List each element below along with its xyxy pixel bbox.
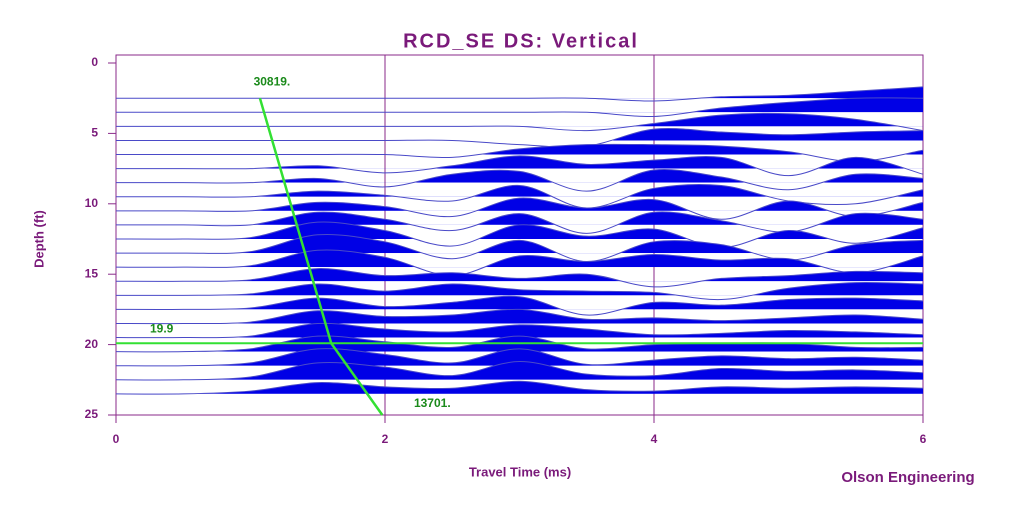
wiggle-trace [115,282,924,301]
wiggle-fill [250,184,923,197]
wiggle-trace [115,295,924,316]
wiggle-fill [116,348,923,366]
velocity-label: 30819. [254,74,291,88]
wiggle-trace [116,169,924,192]
wiggle-trace [115,97,924,118]
wiggle-trace [116,127,924,148]
wiggle-trace [115,197,924,220]
wiggle-fill [116,128,923,141]
wiggle-trace [115,360,924,381]
picked-depth-label: 19.9 [150,321,174,335]
y-tick-label: 10 [85,196,99,210]
wiggle-fill [116,309,923,324]
velocity-line [258,97,384,416]
wiggle-fill [183,323,923,338]
y-axis-title: Depth (ft) [31,210,46,268]
x-tick-label: 6 [920,432,927,446]
y-tick-label: 20 [85,337,99,351]
wiggle-fill [116,234,923,254]
wiggle-fill [116,282,923,296]
wiggle-fill [183,268,923,282]
wiggle-fill [116,113,923,127]
wiggle-trace [115,143,924,163]
y-tick-label: 5 [91,126,98,140]
wiggle-trace [116,112,924,132]
wiggle-fill [183,296,923,310]
x-axis-title: Travel Time (ms) [469,464,571,479]
wiggle-fill [519,86,923,99]
y-tick-label: 15 [85,266,99,280]
velocity-label: 13701. [414,396,451,410]
x-tick-label: 0 [113,432,120,446]
wiggle-fill [250,169,923,183]
wiggle-fill [116,144,923,155]
x-tick-label: 2 [382,432,389,446]
wiggle-trace [115,268,924,288]
wiggle-fill [116,249,923,268]
wiggle-trace [115,322,924,339]
wiggle-trace [115,221,924,248]
wiggle-trace [116,86,924,102]
x-tick-label: 4 [651,432,658,446]
wiggle-fill [116,155,923,169]
wiggle-trace [115,348,924,367]
y-tick-label: 25 [85,407,99,421]
credit: Olson Engineering [841,469,974,486]
wiggle-trace [115,249,924,277]
wiggle-fill [116,381,923,394]
wiggle-trace [116,155,924,177]
wiggle-trace [115,380,924,395]
y-tick-label: 0 [91,55,98,69]
wiggle-fill [519,97,923,113]
wiggle-trace [115,308,924,325]
wiggle-fill [183,361,923,380]
chart-title: RCD_SE DS: Vertical [403,30,639,52]
